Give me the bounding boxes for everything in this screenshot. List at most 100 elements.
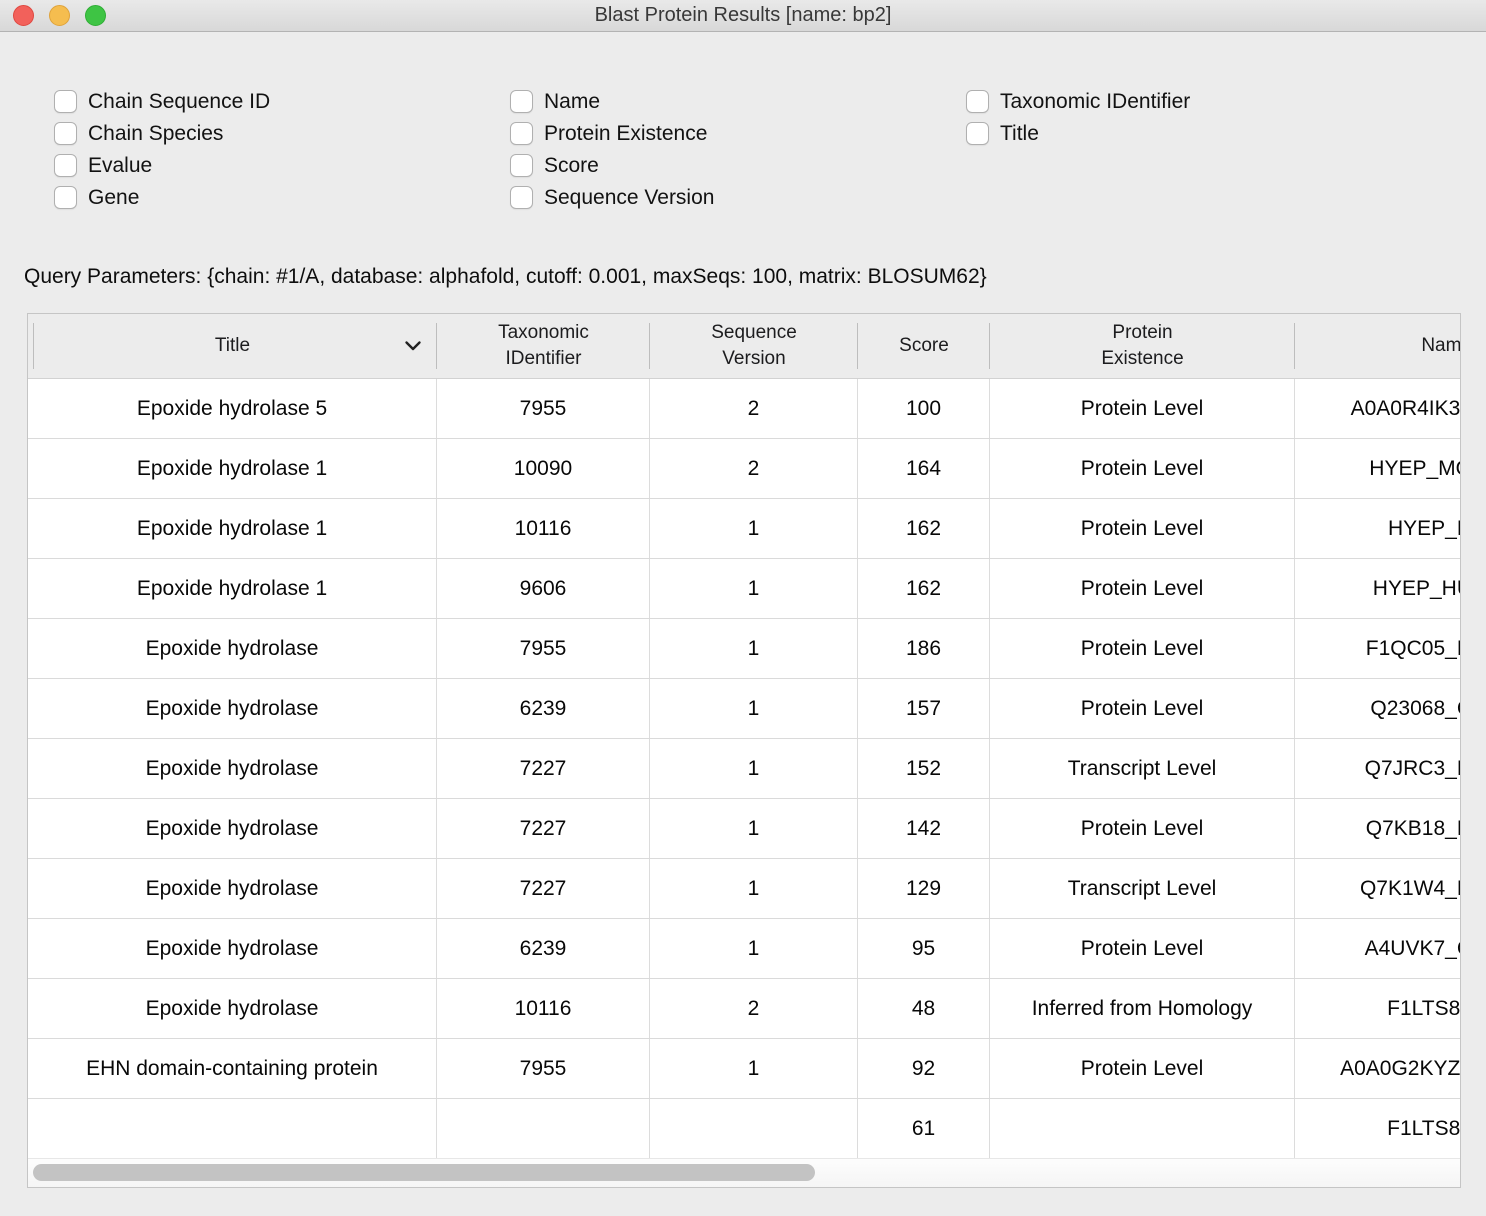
- cell-score: 152: [858, 739, 990, 798]
- cell-score: 142: [858, 799, 990, 858]
- zoom-button[interactable]: [85, 5, 106, 26]
- cell-title: Epoxide hydrolase: [28, 739, 437, 798]
- results-table: Title Taxonomic IDentifier Sequence Vers…: [27, 313, 1461, 1188]
- cell-protein-existence: Protein Level: [990, 499, 1295, 558]
- checkbox-label: Name: [544, 90, 601, 113]
- cell-sequence-version: 1: [650, 859, 858, 918]
- checkbox-group-1: Chain Sequence ID Chain Species Evalue G…: [54, 90, 270, 209]
- table-header: Title Taxonomic IDentifier Sequence Vers…: [28, 314, 1461, 379]
- cell-title: Epoxide hydrolase: [28, 619, 437, 678]
- cell-sequence-version: 1: [650, 559, 858, 618]
- cell-sequence-version: 1: [650, 499, 858, 558]
- traffic-lights: [13, 5, 106, 26]
- checkbox-chain-sequence-id[interactable]: Chain Sequence ID: [54, 90, 270, 113]
- scrollbar-thumb[interactable]: [33, 1164, 815, 1181]
- checkbox-protein-existence[interactable]: Protein Existence: [510, 122, 714, 145]
- table-row[interactable]: EHN domain-containing protein 7955 1 92 …: [28, 1039, 1460, 1099]
- checkbox-name[interactable]: Name: [510, 90, 714, 113]
- cell-name: F1QC05_D: [1365, 636, 1460, 660]
- cell-protein-existence: Transcript Level: [990, 859, 1295, 918]
- checkbox-label: Protein Existence: [544, 122, 708, 145]
- checkbox-box[interactable]: [54, 90, 77, 113]
- table-row[interactable]: Epoxide hydrolase 1 9606 1 162 Protein L…: [28, 559, 1460, 619]
- cell-title: EHN domain-containing protein: [28, 1039, 437, 1098]
- checkbox-chain-species[interactable]: Chain Species: [54, 122, 270, 145]
- column-header-score[interactable]: Score: [858, 314, 990, 378]
- checkbox-gene[interactable]: Gene: [54, 186, 270, 209]
- checkbox-label: Title: [1000, 122, 1039, 145]
- cell-protein-existence: Protein Level: [990, 559, 1295, 618]
- checkbox-sequence-version[interactable]: Sequence Version: [510, 186, 714, 209]
- table-row[interactable]: Epoxide hydrolase 1 10090 2 164 Protein …: [28, 439, 1460, 499]
- cell-sequence-version: 2: [650, 379, 858, 438]
- column-header-label: Taxonomic IDentifier: [498, 322, 589, 369]
- cell-title: Epoxide hydrolase 1: [28, 439, 437, 498]
- column-header-name[interactable]: Name: [1295, 314, 1461, 378]
- checkbox-box[interactable]: [510, 186, 533, 209]
- checkbox-box[interactable]: [510, 154, 533, 177]
- checkbox-box[interactable]: [54, 122, 77, 145]
- table-row[interactable]: Epoxide hydrolase 6239 1 95 Protein Leve…: [28, 919, 1460, 979]
- cell-title: Epoxide hydrolase 1: [28, 559, 437, 618]
- checkbox-box[interactable]: [54, 154, 77, 177]
- cell-title: Epoxide hydrolase: [28, 919, 437, 978]
- cell-taxonomic-identifier: 10116: [437, 979, 650, 1038]
- cell-sequence-version: 1: [650, 799, 858, 858]
- checkbox-box[interactable]: [54, 186, 77, 209]
- checkbox-box[interactable]: [510, 122, 533, 145]
- column-header-taxonomic-identifier[interactable]: Taxonomic IDentifier: [437, 314, 650, 378]
- cell-sequence-version: 2: [650, 979, 858, 1038]
- cell-score: 61: [858, 1099, 990, 1158]
- cell-name: Q23068_C: [1370, 696, 1460, 720]
- query-parameters-text: Query Parameters: {chain: #1/A, database…: [24, 265, 987, 288]
- close-button[interactable]: [13, 5, 34, 26]
- cell-score: 95: [858, 919, 990, 978]
- column-header-label: Score: [899, 335, 949, 357]
- table-row[interactable]: Epoxide hydrolase 6239 1 157 Protein Lev…: [28, 679, 1460, 739]
- cell-protein-existence: Transcript Level: [990, 739, 1295, 798]
- checkbox-taxonomic-identifier[interactable]: Taxonomic IDentifier: [966, 90, 1190, 113]
- cell-name: HYEP_MO: [1369, 456, 1460, 480]
- checkbox-box[interactable]: [510, 90, 533, 113]
- column-header-label: Title: [214, 335, 251, 357]
- column-header-label: Protein Existence: [1101, 322, 1184, 369]
- checkbox-label: Evalue: [88, 154, 153, 177]
- horizontal-scrollbar[interactable]: [28, 1158, 1460, 1187]
- table-row[interactable]: 61 F1LTS8_: [28, 1099, 1461, 1159]
- cell-taxonomic-identifier: 10116: [437, 499, 650, 558]
- column-header-protein-existence[interactable]: Protein Existence: [990, 314, 1295, 378]
- cell-title: Epoxide hydrolase: [28, 979, 437, 1038]
- checkbox-box[interactable]: [966, 122, 989, 145]
- cell-score: 157: [858, 679, 990, 738]
- checkbox-title[interactable]: Title: [966, 122, 1190, 145]
- cell-taxonomic-identifier: 7955: [437, 379, 650, 438]
- cell-name: Q7KB18_D: [1365, 816, 1460, 840]
- cell-name: A4UVK7_C: [1364, 936, 1460, 960]
- cell-protein-existence: Protein Level: [990, 619, 1295, 678]
- column-header-title[interactable]: Title: [28, 314, 437, 378]
- column-header-label: Name: [1421, 335, 1461, 357]
- table-row[interactable]: Epoxide hydrolase 7227 1 142 Protein Lev…: [28, 799, 1460, 859]
- cell-sequence-version: [650, 1099, 858, 1158]
- cell-sequence-version: 2: [650, 439, 858, 498]
- table-body: Epoxide hydrolase 5 7955 2 100 Protein L…: [28, 379, 1461, 1159]
- cell-score: 129: [858, 859, 990, 918]
- cell-protein-existence: Protein Level: [990, 919, 1295, 978]
- cell-name: A0A0R4IK35: [1350, 396, 1461, 420]
- cell-name: F1LTS8_: [1387, 1116, 1461, 1140]
- table-row[interactable]: Epoxide hydrolase 10116 2 48 Inferred fr…: [28, 979, 1460, 1039]
- checkbox-label: Sequence Version: [544, 186, 715, 209]
- checkbox-evalue[interactable]: Evalue: [54, 154, 270, 177]
- table-row[interactable]: Epoxide hydrolase 1 10116 1 162 Protein …: [28, 499, 1460, 559]
- checkbox-box[interactable]: [966, 90, 989, 113]
- cell-taxonomic-identifier: 7227: [437, 799, 650, 858]
- table-row[interactable]: Epoxide hydrolase 7227 1 129 Transcript …: [28, 859, 1460, 919]
- cell-sequence-version: 1: [650, 619, 858, 678]
- window-titlebar[interactable]: Blast Protein Results [name: bp2]: [0, 0, 1486, 32]
- table-row[interactable]: Epoxide hydrolase 7955 1 186 Protein Lev…: [28, 619, 1460, 679]
- checkbox-score[interactable]: Score: [510, 154, 714, 177]
- minimize-button[interactable]: [49, 5, 70, 26]
- table-row[interactable]: Epoxide hydrolase 5 7955 2 100 Protein L…: [28, 379, 1461, 439]
- column-header-sequence-version[interactable]: Sequence Version: [650, 314, 858, 378]
- table-row[interactable]: Epoxide hydrolase 7227 1 152 Transcript …: [28, 739, 1460, 799]
